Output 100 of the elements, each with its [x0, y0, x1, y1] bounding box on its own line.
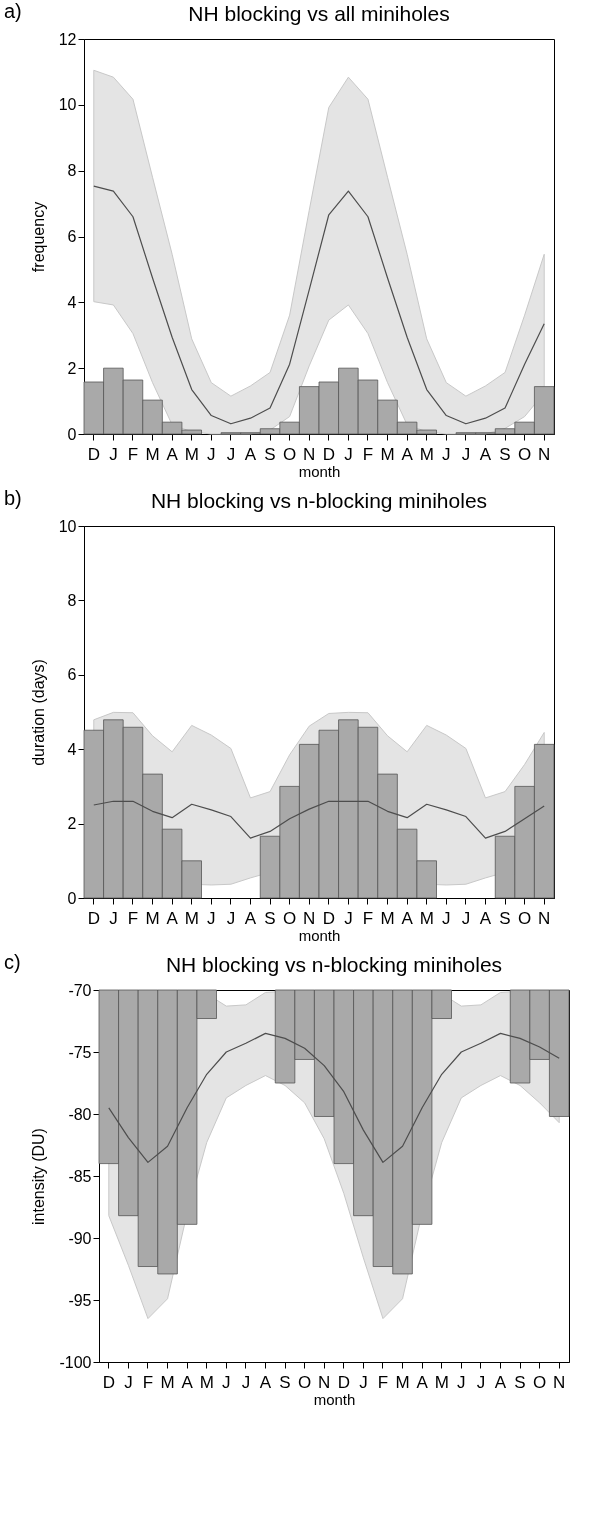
x-tick-label: N: [303, 908, 316, 928]
x-tick-label: M: [395, 1372, 410, 1392]
x-tick-label: J: [344, 444, 353, 464]
y-tick-label: 6: [67, 666, 77, 684]
x-tick-label: S: [499, 908, 511, 928]
x-tick-label: D: [322, 908, 335, 928]
text: a): [4, 0, 22, 23]
x-tick-label: A: [181, 1372, 194, 1392]
x-tick-label: J: [241, 1372, 251, 1392]
x-tick-label: J: [109, 908, 118, 928]
x-axis-title: month: [313, 1390, 356, 1408]
x-tick-label: N: [303, 444, 316, 464]
y-tick-label: 8: [67, 162, 77, 180]
x-tick-label: A: [166, 908, 179, 928]
y-tick-label: 12: [58, 30, 77, 48]
y-tick-label: 10: [58, 517, 77, 535]
x-tick-label: D: [87, 444, 100, 464]
x-tick-label: O: [298, 1372, 312, 1392]
text: c): [4, 951, 21, 974]
x-tick-label: A: [244, 444, 257, 464]
x-tick-label: J: [442, 908, 451, 928]
x-tick-label: J: [222, 1372, 231, 1392]
chart-title: NH blocking vs n-blocking miniholes: [150, 489, 488, 512]
y-tick-label: 0: [67, 889, 77, 907]
x-tick-label: M: [184, 444, 199, 464]
x-tick-label: F: [362, 444, 374, 464]
x-tick-label: O: [518, 444, 532, 464]
y-tick-label: 0: [67, 425, 77, 443]
x-tick-label: J: [457, 1372, 466, 1392]
y-tick-label: 4: [67, 293, 77, 311]
text: b): [4, 487, 22, 510]
x-tick-label: O: [283, 908, 297, 928]
x-tick-label: M: [380, 908, 395, 928]
x-tick-label: F: [127, 444, 139, 464]
y-tick-label: -70: [68, 981, 92, 999]
x-tick-label: M: [434, 1372, 449, 1392]
chart-title: NH blocking vs all miniholes: [188, 2, 450, 25]
x-tick-label: A: [416, 1372, 429, 1392]
x-tick-label: F: [362, 908, 374, 928]
x-tick-label: J: [476, 1372, 486, 1392]
x-tick-label: A: [401, 908, 414, 928]
x-tick-label: M: [145, 908, 160, 928]
y-axis-title: intensity (DU): [30, 1128, 48, 1225]
x-axis-title: month: [298, 926, 341, 944]
y-tick-label: 10: [58, 96, 77, 114]
x-tick-label: J: [344, 908, 353, 928]
x-tick-label: D: [102, 1372, 115, 1392]
x-tick-label: J: [226, 444, 236, 464]
x-tick-label: J: [109, 444, 118, 464]
x-tick-label: F: [127, 908, 139, 928]
x-tick-label: D: [87, 908, 100, 928]
x-tick-label: O: [533, 1372, 547, 1392]
x-tick-label: M: [199, 1372, 214, 1392]
y-tick-label: -100: [59, 1353, 92, 1371]
x-tick-label: J: [461, 444, 471, 464]
x-tick-label: N: [538, 908, 551, 928]
x-tick-label: F: [142, 1372, 154, 1392]
y-axis-title: frequency: [29, 201, 47, 273]
y-tick-label: -95: [68, 1291, 92, 1309]
x-tick-label: S: [264, 444, 276, 464]
x-tick-label: A: [479, 908, 492, 928]
y-tick-label: 2: [67, 815, 77, 833]
x-tick-label: M: [184, 908, 199, 928]
line-series: [93, 185, 545, 425]
x-axis-title: month: [298, 462, 341, 480]
y-axis-title: duration (days): [29, 659, 47, 766]
x-tick-label: S: [514, 1372, 526, 1392]
x-tick-label: A: [494, 1372, 507, 1392]
y-tick-label: 4: [67, 740, 77, 758]
x-tick-label: J: [461, 908, 471, 928]
x-tick-label: S: [279, 1372, 291, 1392]
y-tick-label: 6: [67, 228, 77, 245]
x-tick-label: O: [283, 444, 297, 464]
y-tick-label: -80: [68, 1105, 92, 1123]
x-tick-label: J: [359, 1372, 368, 1392]
chart-title: NH blocking vs n-blocking miniholes: [165, 953, 503, 976]
x-tick-label: F: [377, 1372, 389, 1392]
x-tick-label: J: [226, 908, 236, 928]
y-tick-label: -85: [68, 1167, 92, 1185]
x-tick-label: M: [419, 908, 434, 928]
x-tick-label: J: [207, 908, 216, 928]
x-tick-label: D: [337, 1372, 350, 1392]
x-tick-label: A: [479, 444, 492, 464]
x-tick-label: N: [538, 444, 551, 464]
x-tick-label: O: [518, 908, 532, 928]
x-tick-label: M: [419, 444, 434, 464]
y-tick-label: -75: [68, 1043, 92, 1061]
x-tick-label: M: [160, 1372, 175, 1392]
x-tick-label: N: [553, 1372, 566, 1392]
x-tick-label: J: [124, 1372, 133, 1392]
x-tick-label: D: [322, 444, 335, 464]
x-tick-label: M: [145, 444, 160, 464]
x-tick-label: A: [259, 1372, 272, 1392]
x-tick-label: S: [499, 444, 511, 464]
x-tick-label: A: [244, 908, 257, 928]
x-tick-label: A: [166, 444, 179, 464]
x-tick-label: J: [442, 444, 451, 464]
x-tick-label: N: [318, 1372, 331, 1392]
y-tick-label: -90: [68, 1229, 92, 1247]
x-tick-label: A: [401, 444, 414, 464]
